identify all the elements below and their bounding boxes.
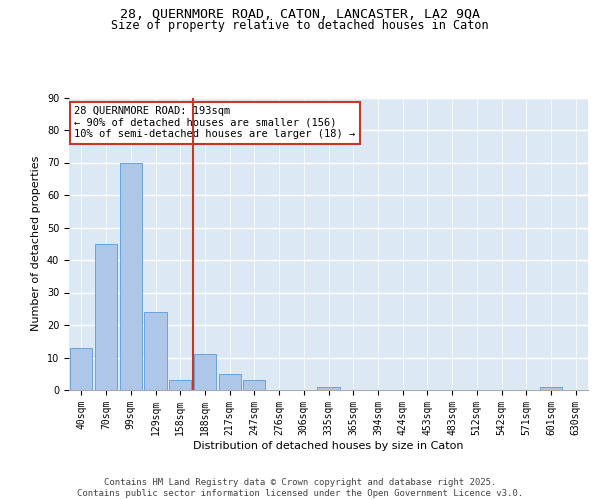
Bar [194,354,216,390]
X-axis label: Distribution of detached houses by size in Caton: Distribution of detached houses by size … [193,440,464,450]
Bar [169,380,191,390]
Bar [317,387,340,390]
Text: Size of property relative to detached houses in Caton: Size of property relative to detached ho… [111,18,489,32]
Y-axis label: Number of detached properties: Number of detached properties [31,156,41,332]
Bar [218,374,241,390]
Bar [70,348,92,390]
Bar [540,387,562,390]
Bar [145,312,167,390]
Text: Contains HM Land Registry data © Crown copyright and database right 2025.
Contai: Contains HM Land Registry data © Crown c… [77,478,523,498]
Bar [243,380,265,390]
Text: 28, QUERNMORE ROAD, CATON, LANCASTER, LA2 9QA: 28, QUERNMORE ROAD, CATON, LANCASTER, LA… [120,8,480,20]
Bar [95,244,117,390]
Text: 28 QUERNMORE ROAD: 193sqm
← 90% of detached houses are smaller (156)
10% of semi: 28 QUERNMORE ROAD: 193sqm ← 90% of detac… [74,106,355,140]
Bar [119,162,142,390]
